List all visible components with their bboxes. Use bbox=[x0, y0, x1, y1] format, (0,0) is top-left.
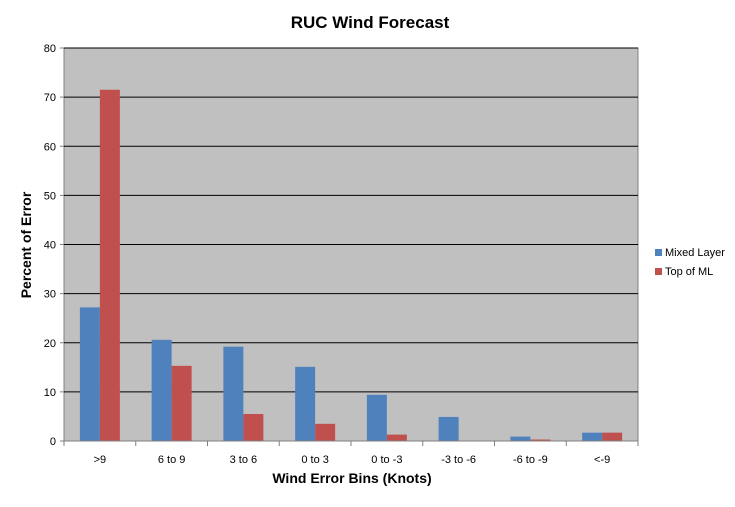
bar-top-of-ml bbox=[171, 365, 192, 441]
x-tick-label: -6 to -9 bbox=[513, 454, 548, 466]
x-tick-label: 6 to 9 bbox=[158, 454, 186, 466]
bar-mixed-layer bbox=[582, 432, 603, 441]
bar-top-of-ml bbox=[602, 432, 623, 441]
x-tick-label: <-9 bbox=[594, 454, 610, 466]
y-tick-label: 0 bbox=[50, 436, 56, 448]
bar-top-of-ml bbox=[243, 413, 264, 441]
legend-label: Mixed Layer bbox=[665, 247, 725, 259]
bar-mixed-layer bbox=[223, 346, 244, 441]
legend: Mixed Layer Top of ML bbox=[655, 247, 725, 278]
x-tick-label: 3 to 6 bbox=[230, 454, 258, 466]
y-tick-label: 60 bbox=[44, 141, 56, 153]
bar-top-of-ml bbox=[386, 434, 407, 441]
bar-mixed-layer bbox=[438, 416, 459, 441]
y-axis: 0 10 20 30 40 50 60 70 80 bbox=[44, 43, 64, 448]
bar-mixed-layer bbox=[295, 366, 316, 441]
legend-swatch bbox=[655, 268, 662, 275]
bars bbox=[79, 89, 623, 441]
y-axis-title: Percent of Error bbox=[18, 191, 34, 298]
chart-title: RUC Wind Forecast bbox=[291, 13, 450, 32]
x-axis: >9 6 to 9 3 to 6 0 to 3 0 to -3 -3 to -6 -6 to… bbox=[63, 440, 639, 466]
y-tick-label: 50 bbox=[44, 190, 56, 202]
x-axis-title: Wind Error Bins (Knots) bbox=[272, 470, 431, 486]
bar-mixed-layer bbox=[510, 436, 531, 441]
y-tick-label: 70 bbox=[44, 92, 56, 104]
y-tick-label: 30 bbox=[44, 289, 56, 301]
bar-top-of-ml bbox=[530, 439, 551, 441]
x-tick-label: 0 to 3 bbox=[301, 454, 329, 466]
x-tick-label: >9 bbox=[94, 454, 107, 466]
x-tick-label: 0 to -3 bbox=[371, 454, 402, 466]
bar-top-of-ml bbox=[315, 423, 336, 441]
bar-mixed-layer bbox=[366, 394, 387, 441]
bar-top-of-ml bbox=[99, 89, 120, 441]
y-tick-label: 80 bbox=[44, 43, 56, 55]
y-tick-label: 40 bbox=[44, 240, 56, 252]
y-tick-label: 10 bbox=[44, 387, 56, 399]
legend-label: Top of ML bbox=[665, 266, 713, 278]
x-tick-label: -3 to -6 bbox=[441, 454, 476, 466]
bar-mixed-layer bbox=[79, 307, 100, 441]
bar-mixed-layer bbox=[151, 339, 172, 441]
y-tick-label: 20 bbox=[44, 338, 56, 350]
legend-swatch bbox=[655, 249, 662, 256]
